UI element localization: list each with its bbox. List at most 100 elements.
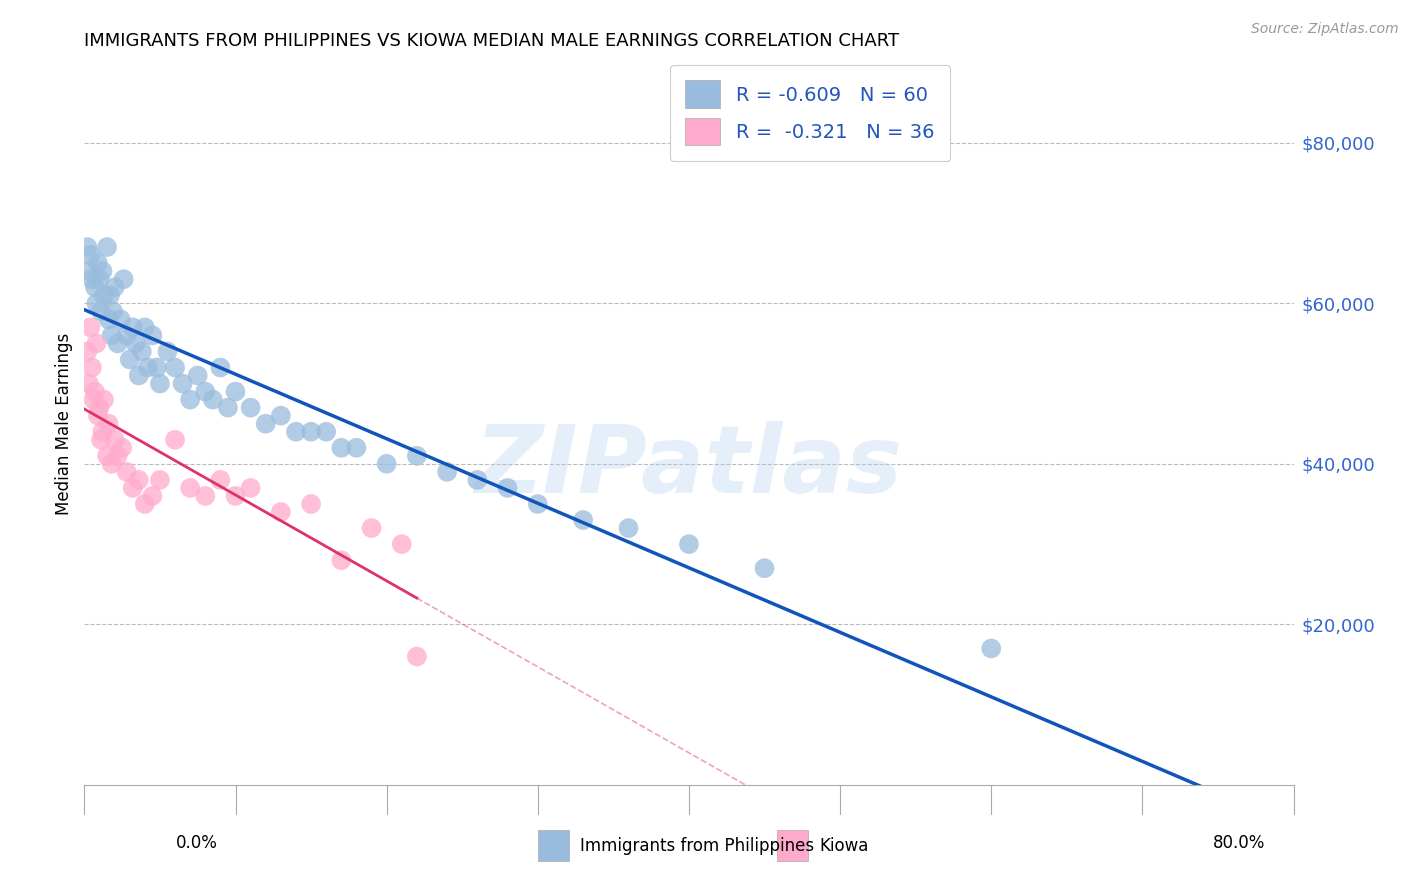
Point <box>141 328 163 343</box>
Point <box>84 384 107 399</box>
Legend: R = -0.609   N = 60, R =  -0.321   N = 36: R = -0.609 N = 60, R = -0.321 N = 36 <box>669 65 950 161</box>
Point <box>84 280 107 294</box>
Point <box>270 409 292 423</box>
Point <box>194 384 217 399</box>
Point <box>179 481 201 495</box>
Point <box>107 449 129 463</box>
Point <box>89 401 111 415</box>
Point <box>104 280 127 294</box>
Point <box>299 425 322 439</box>
Point <box>89 272 111 286</box>
Point <box>104 433 127 447</box>
Point <box>118 352 141 367</box>
Point <box>96 240 118 254</box>
Point <box>134 320 156 334</box>
Point <box>406 649 429 664</box>
Point <box>77 376 100 391</box>
Point <box>179 392 201 407</box>
Point <box>467 473 489 487</box>
Point <box>131 344 153 359</box>
Point <box>285 425 308 439</box>
Point <box>134 497 156 511</box>
Point <box>375 457 398 471</box>
Point <box>201 392 224 407</box>
Point <box>165 360 187 375</box>
Point <box>225 384 247 399</box>
Point <box>80 272 103 286</box>
Point <box>77 264 100 278</box>
Point <box>76 344 98 359</box>
Point <box>209 360 232 375</box>
Point <box>239 401 262 415</box>
Point <box>136 360 159 375</box>
Point <box>100 328 122 343</box>
Point <box>346 441 368 455</box>
Point <box>146 360 169 375</box>
Point <box>76 240 98 254</box>
Point <box>110 312 132 326</box>
Point <box>79 248 101 262</box>
Point <box>149 473 172 487</box>
Point <box>128 473 150 487</box>
Point <box>121 320 143 334</box>
Point <box>315 425 337 439</box>
Point <box>270 505 292 519</box>
Point <box>121 481 143 495</box>
Point <box>330 441 353 455</box>
Point <box>156 344 179 359</box>
Text: 0.0%: 0.0% <box>176 834 218 852</box>
Point <box>98 288 121 302</box>
Text: ZIPatlas: ZIPatlas <box>475 421 903 513</box>
Point <box>391 537 413 551</box>
Text: Kiowa: Kiowa <box>818 837 869 855</box>
Text: Immigrants from Philippines: Immigrants from Philippines <box>581 837 814 855</box>
Point <box>496 481 519 495</box>
Point <box>87 256 110 270</box>
Point <box>112 272 135 286</box>
Point <box>360 521 382 535</box>
Text: 80.0%: 80.0% <box>1213 834 1265 852</box>
Point <box>225 489 247 503</box>
Text: IMMIGRANTS FROM PHILIPPINES VS KIOWA MEDIAN MALE EARNINGS CORRELATION CHART: IMMIGRANTS FROM PHILIPPINES VS KIOWA MED… <box>84 32 900 50</box>
Point <box>115 465 138 479</box>
Point <box>93 288 115 302</box>
Point <box>111 441 134 455</box>
Point <box>97 417 120 431</box>
Point <box>299 497 322 511</box>
Point <box>96 449 118 463</box>
Point <box>194 489 217 503</box>
Point <box>86 336 108 351</box>
Point <box>436 465 458 479</box>
Point <box>79 320 101 334</box>
Point <box>91 425 114 439</box>
Point <box>90 304 112 318</box>
Point <box>125 336 148 351</box>
Point <box>91 264 114 278</box>
Point <box>209 473 232 487</box>
Point <box>754 561 776 575</box>
Point <box>90 433 112 447</box>
Point <box>141 489 163 503</box>
Point <box>406 449 429 463</box>
Point <box>187 368 209 383</box>
Text: Source: ZipAtlas.com: Source: ZipAtlas.com <box>1251 22 1399 37</box>
Point <box>107 336 129 351</box>
Point <box>165 433 187 447</box>
Point <box>617 521 640 535</box>
Point <box>172 376 194 391</box>
Point <box>87 409 110 423</box>
Point <box>239 481 262 495</box>
Point <box>115 328 138 343</box>
Point <box>572 513 595 527</box>
Point <box>80 360 103 375</box>
Point <box>678 537 700 551</box>
Point <box>527 497 550 511</box>
Y-axis label: Median Male Earnings: Median Male Earnings <box>55 333 73 515</box>
Point <box>97 312 120 326</box>
Point <box>254 417 277 431</box>
Point <box>217 401 239 415</box>
Point <box>128 368 150 383</box>
Point <box>82 392 104 407</box>
Point <box>86 296 108 310</box>
Point <box>149 376 172 391</box>
